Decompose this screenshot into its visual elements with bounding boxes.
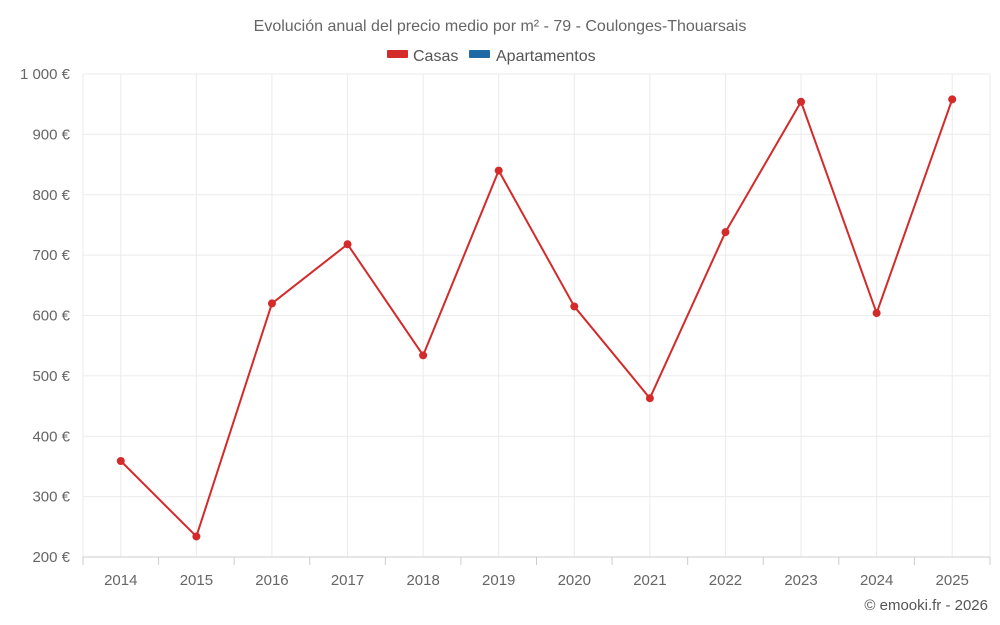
y-tick-label: 1 000 €: [20, 66, 71, 83]
credit-text: © emooki.fr - 2026: [864, 597, 988, 614]
data-point[interactable]: [721, 228, 730, 237]
x-tick-label: 2025: [936, 572, 969, 589]
y-tick-label: 700 €: [32, 247, 70, 264]
data-point[interactable]: [116, 457, 125, 466]
x-tick-label: 2016: [255, 572, 288, 589]
y-tick-label: 600 €: [32, 308, 70, 325]
data-point[interactable]: [570, 302, 579, 311]
y-tick-label: 400 €: [32, 428, 70, 445]
data-point[interactable]: [948, 95, 957, 104]
data-point[interactable]: [419, 351, 428, 360]
legend-label-apartamentos[interactable]: Apartamentos: [496, 48, 596, 65]
gridlines: [82, 73, 991, 557]
y-tick-label: 500 €: [32, 368, 70, 385]
x-tick-label: 2019: [482, 572, 515, 589]
series-line-casas: [120, 99, 954, 538]
x-tick-label: 2020: [558, 572, 591, 589]
data-point[interactable]: [872, 309, 881, 318]
y-tick-label: 200 €: [32, 549, 70, 566]
x-tick-label: 2022: [709, 572, 742, 589]
x-tick-label: 2023: [784, 572, 817, 589]
legend-swatch-apartamentos[interactable]: [469, 50, 490, 58]
data-point[interactable]: [343, 240, 352, 249]
x-tick-label: 2024: [860, 572, 893, 589]
y-tick-label: 800 €: [32, 187, 70, 204]
legend-swatch-casas[interactable]: [387, 50, 408, 58]
y-tick-label: 300 €: [32, 489, 70, 506]
x-tick-label: 2021: [633, 572, 666, 589]
x-tick-label: 2014: [104, 572, 137, 589]
series-layer: [116, 95, 957, 541]
legend-label-casas[interactable]: Casas: [413, 48, 458, 65]
legend: Casas Apartamentos: [387, 48, 596, 65]
x-tick-label: 2017: [331, 572, 364, 589]
y-tick-label: 900 €: [32, 126, 70, 143]
data-point[interactable]: [192, 532, 201, 541]
y-axis: 200 € 300 € 400 € 500 € 600 € 700 € 800 € 900 €…: [20, 66, 71, 566]
data-point[interactable]: [267, 299, 276, 308]
chart-title: Evolución anual del precio medio por m² …: [254, 18, 747, 35]
data-point[interactable]: [494, 166, 503, 175]
data-point[interactable]: [797, 97, 806, 106]
x-tick-label: 2015: [180, 572, 213, 589]
x-axis: 2014 2015 2016 2017 2018 2019 2020 2021 2022 2023…: [82, 556, 991, 589]
data-point[interactable]: [645, 394, 654, 403]
x-tick-label: 2018: [406, 572, 439, 589]
